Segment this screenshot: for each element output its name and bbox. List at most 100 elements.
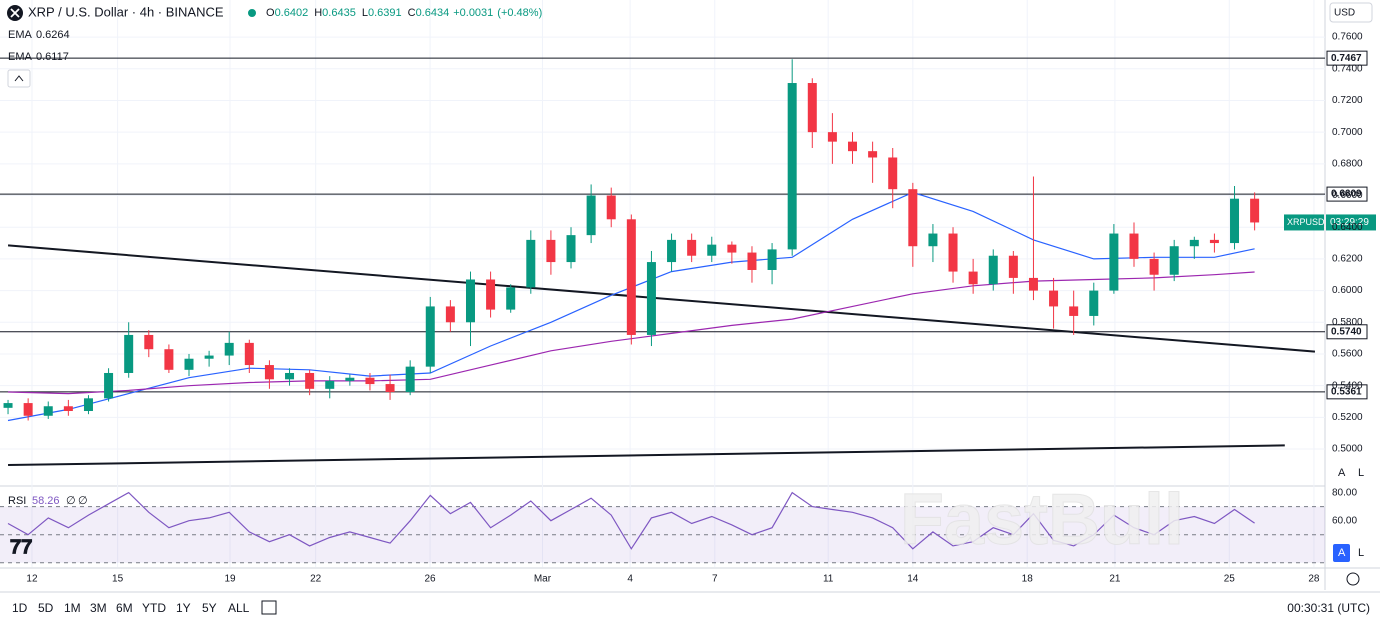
y-tick-label: 0.7600	[1332, 32, 1363, 43]
candle-body	[787, 83, 797, 250]
y-tick-label: 0.5400	[1332, 380, 1363, 391]
settings-icon[interactable]	[1346, 572, 1360, 586]
ohlc-value: 0.6402	[275, 7, 309, 19]
candle-body	[928, 233, 938, 247]
candle-body	[747, 252, 757, 270]
x-tick-label: 14	[907, 574, 919, 585]
price-tag	[1326, 214, 1376, 231]
x-tick-label: 28	[1308, 574, 1320, 585]
scale-button[interactable]: L	[1358, 467, 1364, 479]
candle-body	[264, 365, 274, 380]
range-button[interactable]: YTD	[142, 601, 166, 615]
y-tick-label: 0.5800	[1332, 317, 1363, 328]
legend-value: 0.6117	[36, 51, 69, 63]
scale-button[interactable]: A	[1338, 547, 1346, 559]
candle-body	[285, 372, 295, 380]
candle-body	[1209, 239, 1219, 244]
candle-body	[988, 255, 998, 285]
candle-body	[1189, 239, 1199, 247]
candle-body	[425, 306, 435, 367]
candle-body	[3, 403, 13, 408]
candle-body	[1028, 277, 1038, 291]
plot-area	[0, 57, 1325, 467]
currency-button[interactable]	[1329, 2, 1373, 23]
collapse-button[interactable]	[7, 69, 31, 88]
date-range-icon[interactable]	[261, 600, 277, 615]
y-tick-label: 0.5000	[1332, 444, 1363, 455]
overlay: 0.7467 0.6609 0.5740 0.5361 XRPUSD 03:29:29	[1284, 50, 1376, 400]
x-tick-label: 11	[823, 574, 834, 585]
ema-line	[7, 191, 1255, 422]
ohlc-legend: O0.6402 H0.6435 L0.6391 C0.6434 +0.0031 (+0.4…	[266, 7, 542, 19]
clock: 00:30:31 (UTC)	[1287, 601, 1370, 615]
candle-body	[1069, 306, 1079, 316]
x-tick-label: 12	[26, 574, 38, 585]
ohlc-label: C	[408, 7, 416, 19]
x-tick-label: Mar	[534, 574, 552, 585]
ohlc-label: L	[362, 7, 368, 19]
candle-body	[546, 239, 556, 263]
candle-body	[23, 403, 33, 416]
candle-body	[667, 239, 677, 263]
candle-body	[566, 235, 576, 263]
trend-line	[7, 244, 1316, 353]
scale-button[interactable]: A	[1338, 467, 1346, 479]
range-button[interactable]: 5Y	[202, 601, 217, 615]
candle-body	[1169, 246, 1179, 275]
y-tick-label: 0.5600	[1332, 349, 1363, 360]
candle-body	[465, 279, 475, 323]
candle-body	[687, 239, 697, 256]
legend-name: EMA	[8, 51, 33, 63]
level-tag-label: 0.5361	[1331, 386, 1362, 397]
candle-body	[224, 342, 234, 356]
countdown: 03:29:29	[1330, 217, 1369, 228]
candle-body	[63, 406, 73, 412]
y-tick-label: 0.6400	[1332, 222, 1363, 233]
range-button[interactable]: 1M	[64, 601, 81, 615]
x-tick-label: 22	[310, 574, 322, 585]
scale-button[interactable]: L	[1358, 547, 1364, 559]
collapse-icon	[14, 75, 24, 82]
symbol-icon-x	[10, 8, 20, 18]
level-tag	[1326, 50, 1368, 66]
x-tick-label: 7	[712, 574, 718, 585]
range-button[interactable]: ALL	[228, 601, 250, 615]
watermark: FastBull	[900, 480, 1184, 560]
y-tick-label: 0.6200	[1332, 254, 1363, 265]
candle-body	[1129, 233, 1139, 259]
y-tick-label: 0.6800	[1332, 158, 1363, 169]
candle-body	[305, 372, 315, 389]
candle-body	[325, 380, 335, 389]
candle-body	[586, 195, 596, 236]
trend-line	[8, 444, 1285, 467]
candle-body	[827, 132, 837, 142]
candle-body	[1008, 255, 1018, 278]
x-tick-label: 26	[425, 574, 437, 585]
y-tick-label: 0.6600	[1332, 190, 1363, 201]
status-dot	[248, 9, 256, 17]
candle-body	[204, 355, 214, 359]
candle-body	[164, 349, 174, 370]
candle-body	[646, 262, 656, 335]
range-button[interactable]: 1Y	[176, 601, 191, 615]
range-button[interactable]: 3M	[90, 601, 107, 615]
x-tick-label: 21	[1109, 574, 1121, 585]
candle-body	[968, 271, 978, 285]
candle-body	[1089, 290, 1099, 316]
y-tick-label: 0.7200	[1332, 95, 1363, 106]
range-button[interactable]: 6M	[116, 601, 133, 615]
ohlc-value: 0.6435	[322, 7, 356, 19]
x-tick-label: 4	[627, 574, 633, 585]
y-tick-label: 0.7000	[1332, 127, 1363, 138]
range-button[interactable]: 5D	[38, 601, 54, 615]
symbol-tag	[1284, 214, 1324, 231]
range-button[interactable]: 1D	[12, 601, 28, 615]
candle-body	[707, 244, 717, 256]
candle-body	[345, 377, 355, 381]
candle-body	[526, 239, 536, 288]
candle-body	[385, 384, 395, 392]
candle-body	[486, 279, 496, 310]
x-tick-label: 19	[224, 574, 236, 585]
symbol-tag-label: XRPUSD	[1287, 217, 1325, 227]
